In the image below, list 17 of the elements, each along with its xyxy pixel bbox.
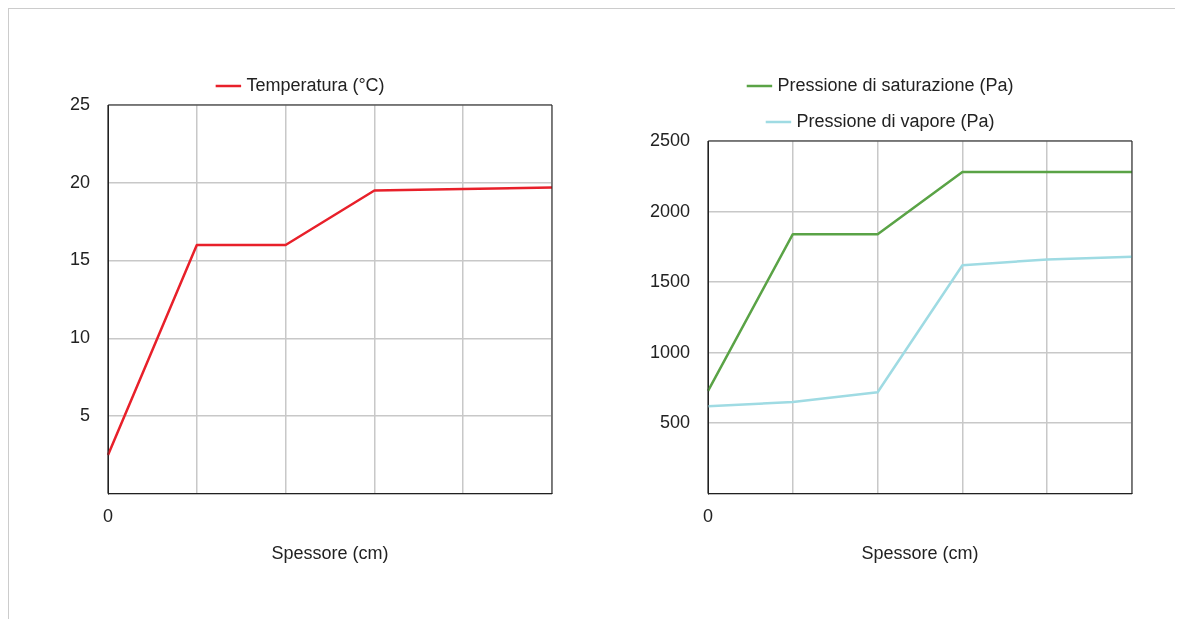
y-tick-label: 500 [660,412,691,433]
y-tick-label: 10 [69,327,91,348]
legend-label: Pressione di saturazione (Pa) [777,74,1014,95]
x-tick-label: 0 [103,505,114,526]
y-tick-label: 1500 [650,271,691,292]
x-tick-label: 0 [703,505,714,526]
legend-label: Temperatura (°C) [246,74,385,95]
y-tick-label: 2000 [650,200,691,221]
y-tick-label: 25 [69,93,91,114]
x-axis-title: Spessore (cm) [271,543,389,564]
legend-label: Pressione di vapore (Pa) [796,110,995,131]
y-tick-label: 20 [69,171,91,192]
x-axis-title: Spessore (cm) [861,543,979,564]
y-tick-label: 15 [69,249,91,270]
y-tick-label: 1000 [650,341,691,362]
y-tick-label: 5 [80,405,91,426]
y-tick-label: 2500 [650,129,691,150]
